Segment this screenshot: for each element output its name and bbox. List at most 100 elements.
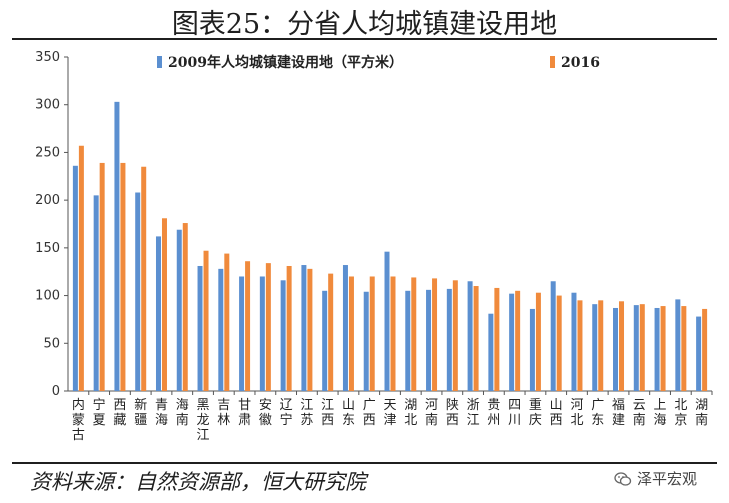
bar-2009 xyxy=(72,165,78,391)
category-label: 内蒙古 xyxy=(72,397,85,443)
y-tick-label: 250 xyxy=(35,145,60,160)
bar-2009 xyxy=(571,292,577,391)
category-label: 辽宁 xyxy=(280,398,293,428)
bar-2016 xyxy=(265,263,271,391)
bar-2009 xyxy=(384,251,390,391)
bar-2009 xyxy=(176,229,182,391)
bar-2016 xyxy=(161,218,167,391)
category-label: 福建 xyxy=(612,398,625,428)
category-label: 河北 xyxy=(570,398,583,428)
bar-2009 xyxy=(135,192,141,391)
category-label: 浙江 xyxy=(467,398,480,428)
y-tick-label: 50 xyxy=(43,336,60,351)
bar-2009 xyxy=(322,290,328,391)
category-label: 西藏 xyxy=(113,398,126,428)
category-label: 重庆 xyxy=(529,397,542,428)
bar-2009 xyxy=(550,281,556,391)
bar-2009 xyxy=(675,299,681,391)
category-label: 天津 xyxy=(383,398,396,428)
bar-2016 xyxy=(556,295,562,391)
bar-2016 xyxy=(494,287,500,391)
bar-2009 xyxy=(259,276,265,391)
category-label: 四川 xyxy=(508,398,521,428)
bar-2009 xyxy=(197,265,203,391)
bar-2009 xyxy=(342,265,348,391)
category-label: 海南 xyxy=(176,398,189,428)
bar-2016 xyxy=(120,162,126,391)
wechat-icon xyxy=(614,471,632,486)
bar-2016 xyxy=(702,308,708,391)
bar-2009 xyxy=(363,291,369,391)
bar-2016 xyxy=(328,273,334,391)
category-label: 山西 xyxy=(550,398,563,428)
bar-2009 xyxy=(93,195,99,391)
y-tick-label: 350 xyxy=(35,50,60,65)
bar-2016 xyxy=(203,250,209,391)
bar-2009 xyxy=(155,236,161,391)
category-label: 黑龙江 xyxy=(197,398,210,443)
bar-2016 xyxy=(619,301,625,391)
category-label: 江西 xyxy=(321,398,334,428)
bar-2016 xyxy=(515,290,521,391)
category-label: 贵州 xyxy=(487,398,500,428)
category-label: 青海 xyxy=(155,398,168,428)
y-tick-label: 0 xyxy=(52,384,60,399)
bar-2016 xyxy=(141,166,147,391)
bar-2009 xyxy=(405,290,411,391)
legend-swatch-2009 xyxy=(157,56,162,68)
bar-2016 xyxy=(598,300,604,391)
bar-2009 xyxy=(218,268,224,391)
category-label: 安徽 xyxy=(259,398,272,428)
bar-2009 xyxy=(301,265,307,391)
bar-2016 xyxy=(182,223,188,391)
bar-2009 xyxy=(446,288,452,391)
bar-2009 xyxy=(654,307,660,391)
bar-2016 xyxy=(78,145,84,391)
legend-swatch-2016 xyxy=(550,56,555,68)
category-label: 江苏 xyxy=(300,398,313,428)
y-tick-label: 100 xyxy=(35,289,60,304)
category-label: 北京 xyxy=(674,398,687,428)
bar-2009 xyxy=(488,313,494,391)
bar-2016 xyxy=(660,306,666,391)
legend-label-2016: 2016 xyxy=(561,55,600,71)
category-label: 湖南 xyxy=(695,398,708,428)
bar-2016 xyxy=(224,253,230,391)
y-tick-label: 200 xyxy=(35,193,60,208)
bar-2016 xyxy=(411,277,417,391)
bar-2009 xyxy=(467,281,473,391)
bar-2016 xyxy=(639,304,645,391)
category-label: 广东 xyxy=(591,398,604,428)
bar-2009 xyxy=(280,280,286,391)
category-label: 河南 xyxy=(425,398,438,428)
bar-2009 xyxy=(633,305,639,391)
bar-2009 xyxy=(509,293,515,391)
bar-2009 xyxy=(696,316,702,391)
bar-2016 xyxy=(99,162,105,391)
bar-2009 xyxy=(426,289,432,391)
bar-2009 xyxy=(592,304,598,391)
legend-label-2009: 2009年人均城镇建设用地（平方米） xyxy=(168,54,403,71)
source-rule xyxy=(12,462,717,464)
bar-2009 xyxy=(114,101,120,391)
bar-2009 xyxy=(529,308,535,391)
bar-2016 xyxy=(452,280,458,391)
category-label: 云南 xyxy=(633,398,646,428)
category-label: 湖北 xyxy=(404,398,417,428)
bar-2016 xyxy=(369,276,375,391)
category-label: 宁夏 xyxy=(93,397,106,428)
bar-2009 xyxy=(613,307,619,391)
title-rule xyxy=(12,38,717,40)
bar-2009 xyxy=(239,276,245,391)
y-tick-label: 300 xyxy=(35,98,60,113)
source-note: 资料来源：自然资源部，恒大研究院 xyxy=(30,470,366,494)
bar-2016 xyxy=(245,261,251,391)
bar-2016 xyxy=(348,276,354,391)
category-label: 广西 xyxy=(363,398,376,428)
chart-title: 图表25：分省人均城镇建设用地 xyxy=(171,9,558,40)
bar-2016 xyxy=(432,278,438,391)
category-label: 上海 xyxy=(654,398,667,428)
category-label: 吉林 xyxy=(217,398,230,428)
category-label: 山东 xyxy=(342,398,355,428)
